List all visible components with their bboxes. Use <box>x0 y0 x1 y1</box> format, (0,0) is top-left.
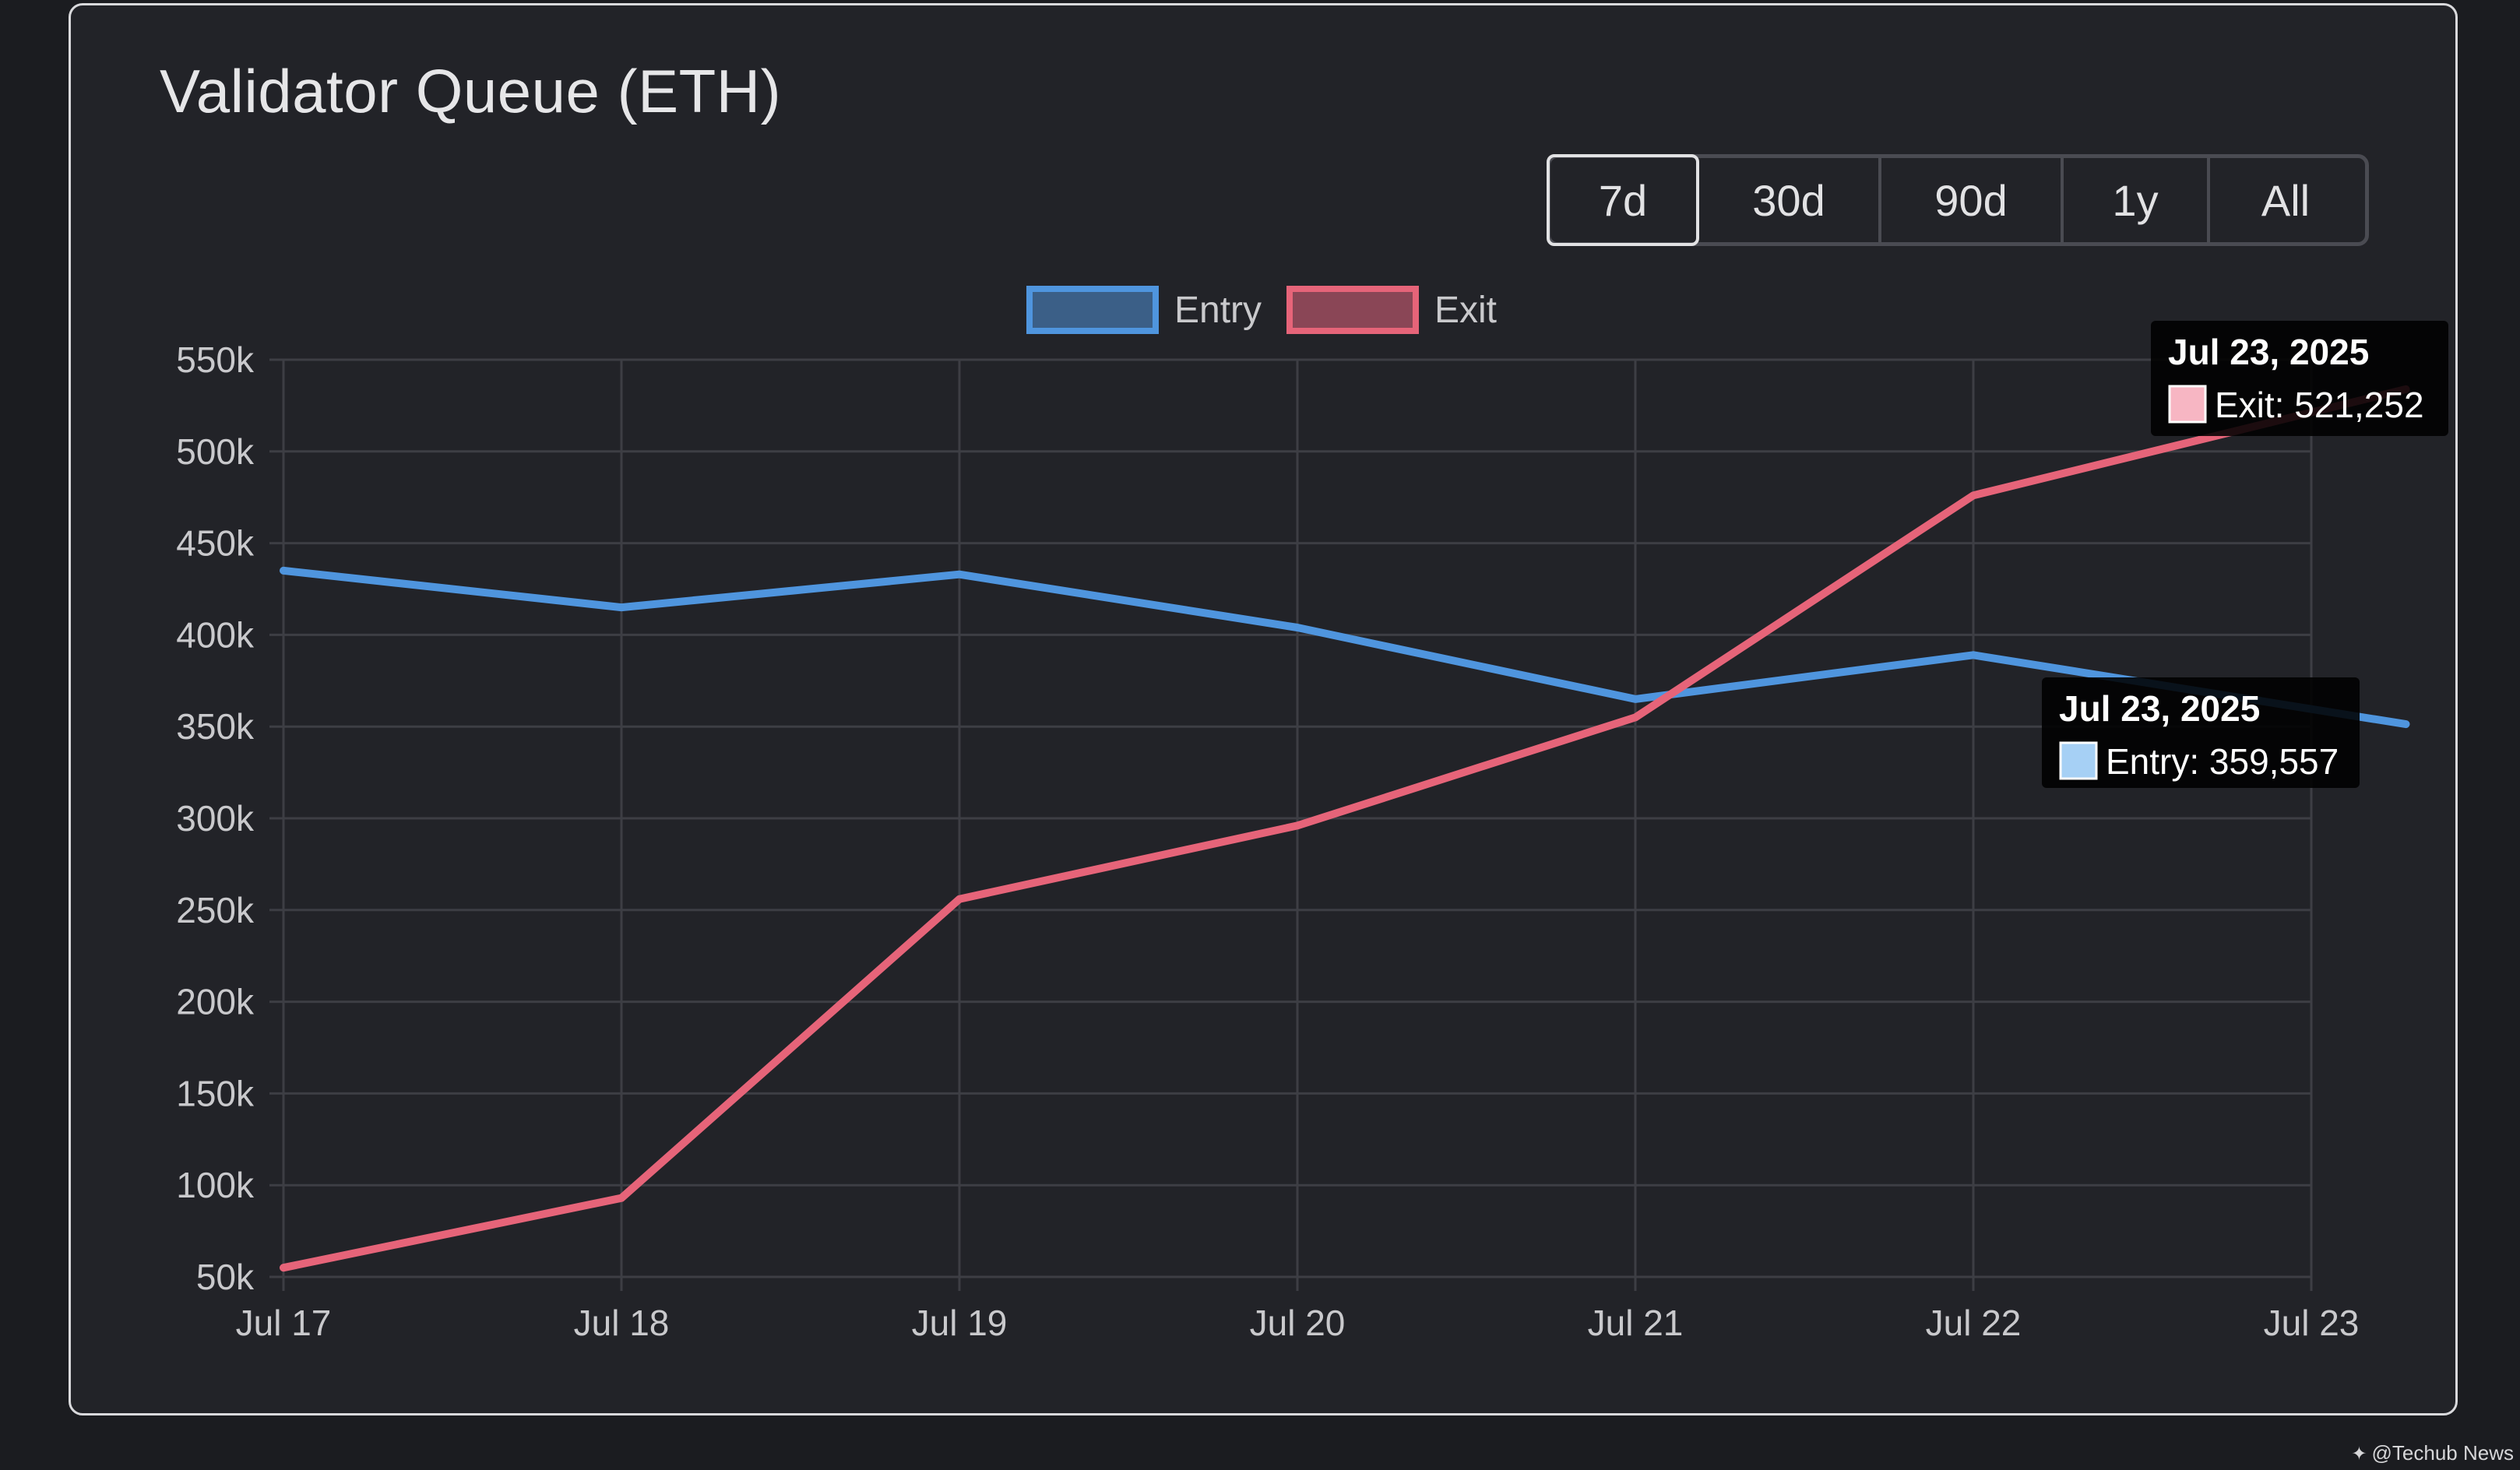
x-tick-label: Jul 19 <box>912 1303 1008 1343</box>
x-tick-label: Jul 22 <box>1926 1303 2022 1343</box>
y-tick-label: 100k <box>176 1165 255 1205</box>
y-tick-label: 300k <box>176 798 255 839</box>
y-tick-label: 350k <box>176 706 255 747</box>
y-tick-label: 400k <box>176 614 255 655</box>
range-1y-button[interactable]: 1y <box>2064 158 2210 242</box>
tooltip-background <box>2151 321 2448 436</box>
range-90d-button[interactable]: 90d <box>1881 158 2064 242</box>
y-tick-label: 500k <box>176 431 255 472</box>
y-tick-label: 550k <box>176 339 255 380</box>
tooltip-entry: Jul 23, 2025 Entry: 359,557 <box>2042 677 2360 788</box>
tooltip-title: Jul 23, 2025 <box>2059 688 2260 729</box>
tooltip-value: Entry: 359,557 <box>2106 741 2339 782</box>
range-all-button[interactable]: All <box>2261 175 2311 225</box>
y-tick-label: 450k <box>176 523 255 564</box>
tooltip-background <box>2042 677 2360 788</box>
range-7d-button[interactable]: 7d <box>1547 154 1699 246</box>
tooltip-exit: Jul 23, 2025 Exit: 521,252 <box>2151 321 2448 436</box>
y-tick-label: 50k <box>196 1257 255 1297</box>
x-tick-label: Jul 23 <box>2264 1303 2360 1343</box>
legend-swatch-entry <box>1026 286 1159 334</box>
x-tick-label: Jul 20 <box>1250 1303 1346 1343</box>
tooltip-title: Jul 23, 2025 <box>2168 332 2369 372</box>
series-line-exit <box>280 385 2410 1272</box>
range-30d-button[interactable]: 30d <box>1699 158 1881 242</box>
logo-icon: ✦ <box>2351 1444 2367 1465</box>
time-range-selector: 7d 30d 90d 1y All <box>1547 154 2369 246</box>
y-tick-label: 200k <box>176 982 255 1022</box>
watermark: ✦ @Techub News <box>2351 1441 2514 1465</box>
x-tick-label: Jul 18 <box>574 1303 670 1343</box>
y-tick-label: 150k <box>176 1073 255 1113</box>
chart-title: Validator Queue (ETH) <box>160 57 782 125</box>
y-tick-label: 250k <box>176 890 255 930</box>
x-tick-label: Jul 17 <box>236 1303 332 1343</box>
tooltip-value: Exit: 521,252 <box>2215 385 2424 425</box>
legend-label-entry: Entry <box>1174 290 1262 331</box>
x-tick-label: Jul 21 <box>1588 1303 1684 1343</box>
legend-swatch-exit <box>1286 286 1419 334</box>
tooltip-swatch <box>2059 741 2098 780</box>
legend-label-exit: Exit <box>1434 290 1497 331</box>
tooltip-swatch <box>2168 385 2207 424</box>
